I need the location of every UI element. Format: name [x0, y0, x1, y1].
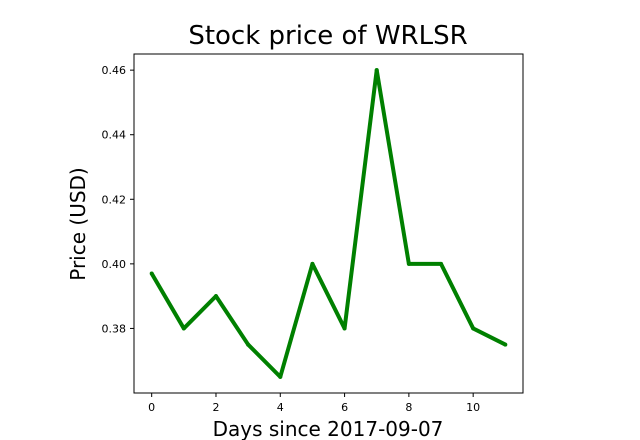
data-point: [471, 326, 476, 331]
y-axis-label: Price (USD): [66, 167, 90, 281]
x-tick-label: 4: [277, 401, 284, 414]
data-point: [503, 342, 508, 347]
plot-area-frame: [133, 53, 524, 394]
y-tick-label: 0.42: [102, 193, 127, 206]
price-series-line: [149, 68, 507, 379]
y-tick-label: 0.40: [102, 258, 127, 271]
x-axis-label: Days since 2017-09-07: [213, 417, 444, 440]
data-point: [181, 326, 186, 331]
x-tick-label: 8: [405, 401, 412, 414]
y-tick-label: 0.44: [102, 129, 127, 142]
data-point: [439, 261, 444, 266]
x-tick-label: 6: [341, 401, 348, 414]
data-point: [310, 261, 315, 266]
data-point: [149, 271, 154, 276]
data-point: [342, 326, 347, 331]
x-tick-label: 2: [212, 401, 219, 414]
data-point: [213, 294, 218, 299]
y-tick-label: 0.46: [102, 64, 127, 77]
data-point: [406, 261, 411, 266]
data-point: [374, 68, 379, 73]
data-point: [246, 342, 251, 347]
data-points: [149, 68, 508, 379]
y-axis: 0.38 0.40 0.42 0.44 0.46: [102, 64, 134, 335]
x-tick-label: 0: [148, 401, 155, 414]
x-tick-label: 10: [466, 401, 480, 414]
chart-title: Stock price of WRLSR: [188, 21, 467, 51]
y-tick-label: 0.38: [102, 322, 127, 335]
data-point: [278, 374, 283, 379]
x-axis: 0 2 4 6 8 10: [148, 393, 480, 414]
